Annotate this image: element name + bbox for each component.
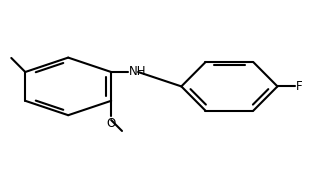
Text: F: F [295,80,302,93]
Text: O: O [107,117,116,130]
Text: NH: NH [129,65,146,78]
